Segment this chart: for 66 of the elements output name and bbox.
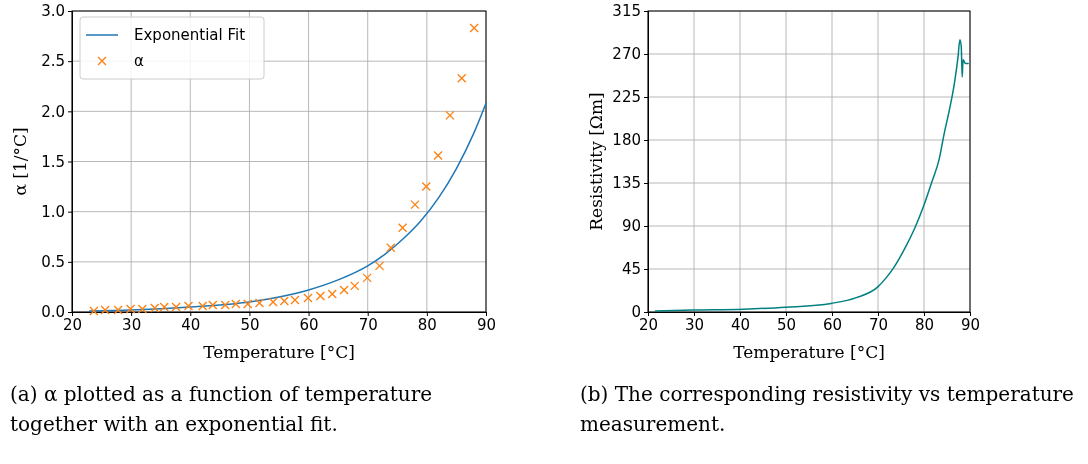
y-tick-label: 3.0 (41, 2, 65, 21)
point (303, 293, 313, 303)
y-tick-label: 135 (612, 174, 641, 193)
x-tick-label: 20 (62, 315, 83, 334)
text: (b) The corresponding resistivity vs temperature measurement. (580, 382, 1074, 436)
point (137, 304, 148, 314)
x-tick-label: 60 (822, 315, 843, 334)
point (386, 243, 396, 253)
point (457, 73, 467, 83)
point (339, 285, 349, 295)
y-tick-label: 1.5 (41, 152, 65, 171)
x-tick-label: 30 (122, 315, 142, 334)
x-tick-label: 60 (299, 315, 319, 334)
y-tick-label: 2.0 (41, 102, 65, 121)
y-tick-label: 0.0 (41, 303, 65, 322)
x-tick-label: 50 (776, 315, 797, 334)
point (113, 305, 123, 315)
point (469, 23, 479, 33)
y-tick-label: 225 (612, 88, 641, 107)
point (445, 110, 455, 120)
line-series (88, 102, 487, 312)
y-tick-label: 180 (612, 131, 641, 150)
y-tick-label: 315 (612, 2, 641, 21)
point (171, 302, 181, 312)
point (421, 181, 431, 192)
text: (a) α plotted as a function of temperature together with an exponential fit. (10, 382, 433, 436)
point (397, 223, 408, 233)
x-tick-label: 20 (638, 315, 659, 334)
y-axis-title: Resistivity [Ωm] (586, 92, 606, 231)
point (374, 261, 385, 271)
point (243, 299, 253, 309)
point (410, 199, 420, 210)
x-axis-title: Temperature [°C] (203, 342, 355, 362)
point (89, 306, 99, 316)
x-axis-title: Temperature [°C] (733, 342, 885, 362)
point (433, 150, 443, 161)
line-series (654, 38, 969, 312)
x-tick-label: 90 (476, 315, 497, 334)
point (327, 289, 337, 299)
point (315, 291, 326, 301)
x-tick-label: 80 (417, 315, 437, 334)
y-tick-label: 0 (631, 303, 641, 322)
y-tick-label: 0.5 (41, 253, 65, 272)
point (268, 297, 278, 307)
x-tick-label: 50 (240, 315, 260, 334)
y-tick-label: 90 (621, 217, 641, 236)
x-tick-label: 90 (960, 315, 981, 334)
point (350, 281, 360, 291)
point (125, 304, 136, 314)
point (254, 298, 265, 308)
x-tick-label: 70 (358, 315, 378, 334)
y-axis-title: α [1/°C] (10, 127, 30, 196)
legend-label: Exponential Fit (134, 26, 246, 44)
point (100, 305, 110, 315)
x-tick-label: 80 (914, 315, 935, 334)
point (362, 273, 372, 283)
y-tick-label: 1.0 (41, 202, 65, 221)
x-tick-label: 70 (868, 315, 889, 334)
y-tick-label: 45 (621, 260, 641, 279)
point (183, 301, 194, 311)
y-tick-label: 2.5 (41, 52, 65, 71)
x-tick-label: 40 (730, 315, 751, 334)
y-tick-label: 270 (612, 45, 641, 64)
x-tick-label: 40 (181, 315, 201, 334)
x-tick-label: 30 (684, 315, 705, 334)
legend-label: α (134, 52, 144, 70)
